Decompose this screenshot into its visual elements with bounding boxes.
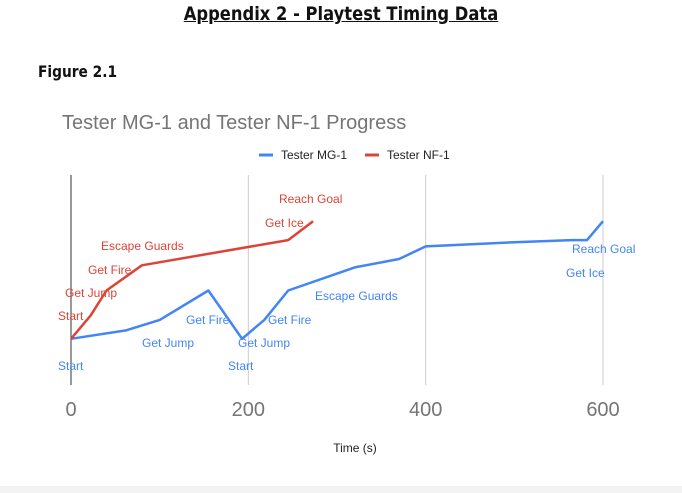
annotation-label: Get Jump [142, 336, 194, 350]
annotation-label: Get Fire [88, 263, 132, 277]
annotation-label: Reach Goal [572, 242, 635, 256]
x-tick-label: 0 [65, 399, 76, 421]
legend-label-0: Tester MG-1 [281, 148, 347, 162]
annotation-label: Get Ice [265, 216, 304, 230]
annotation-label: Escape Guards [101, 239, 184, 253]
annotation-label: Start [58, 309, 84, 323]
x-axis-label: Time (s) [333, 441, 377, 455]
x-tick-label: 400 [409, 399, 442, 421]
series-line-1 [70, 220, 314, 340]
annotation-label: Get Ice [566, 266, 605, 280]
annotation-label: Escape Guards [315, 289, 398, 303]
x-tick-label: 600 [586, 399, 619, 421]
series-line-0 [70, 220, 604, 341]
annotation-label: Start [228, 359, 254, 373]
annotation-label: Reach Goal [279, 192, 342, 206]
annotation-label: Get Jump [65, 286, 117, 300]
page-title: Appendix 2 - Playtest Timing Data [183, 3, 499, 25]
annotation-label: Get Fire [268, 313, 312, 327]
annotation-label: Get Jump [238, 336, 290, 350]
annotation-label: Start [58, 359, 84, 373]
figure-label: Figure 2.1 [38, 62, 118, 81]
x-tick-label: 200 [232, 399, 265, 421]
chart-title: Tester MG-1 and Tester NF-1 Progress [62, 112, 406, 134]
legend-label-1: Tester NF-1 [387, 148, 450, 162]
annotation-label: Get Fire [186, 313, 230, 327]
page-bottom-edge [0, 486, 682, 493]
